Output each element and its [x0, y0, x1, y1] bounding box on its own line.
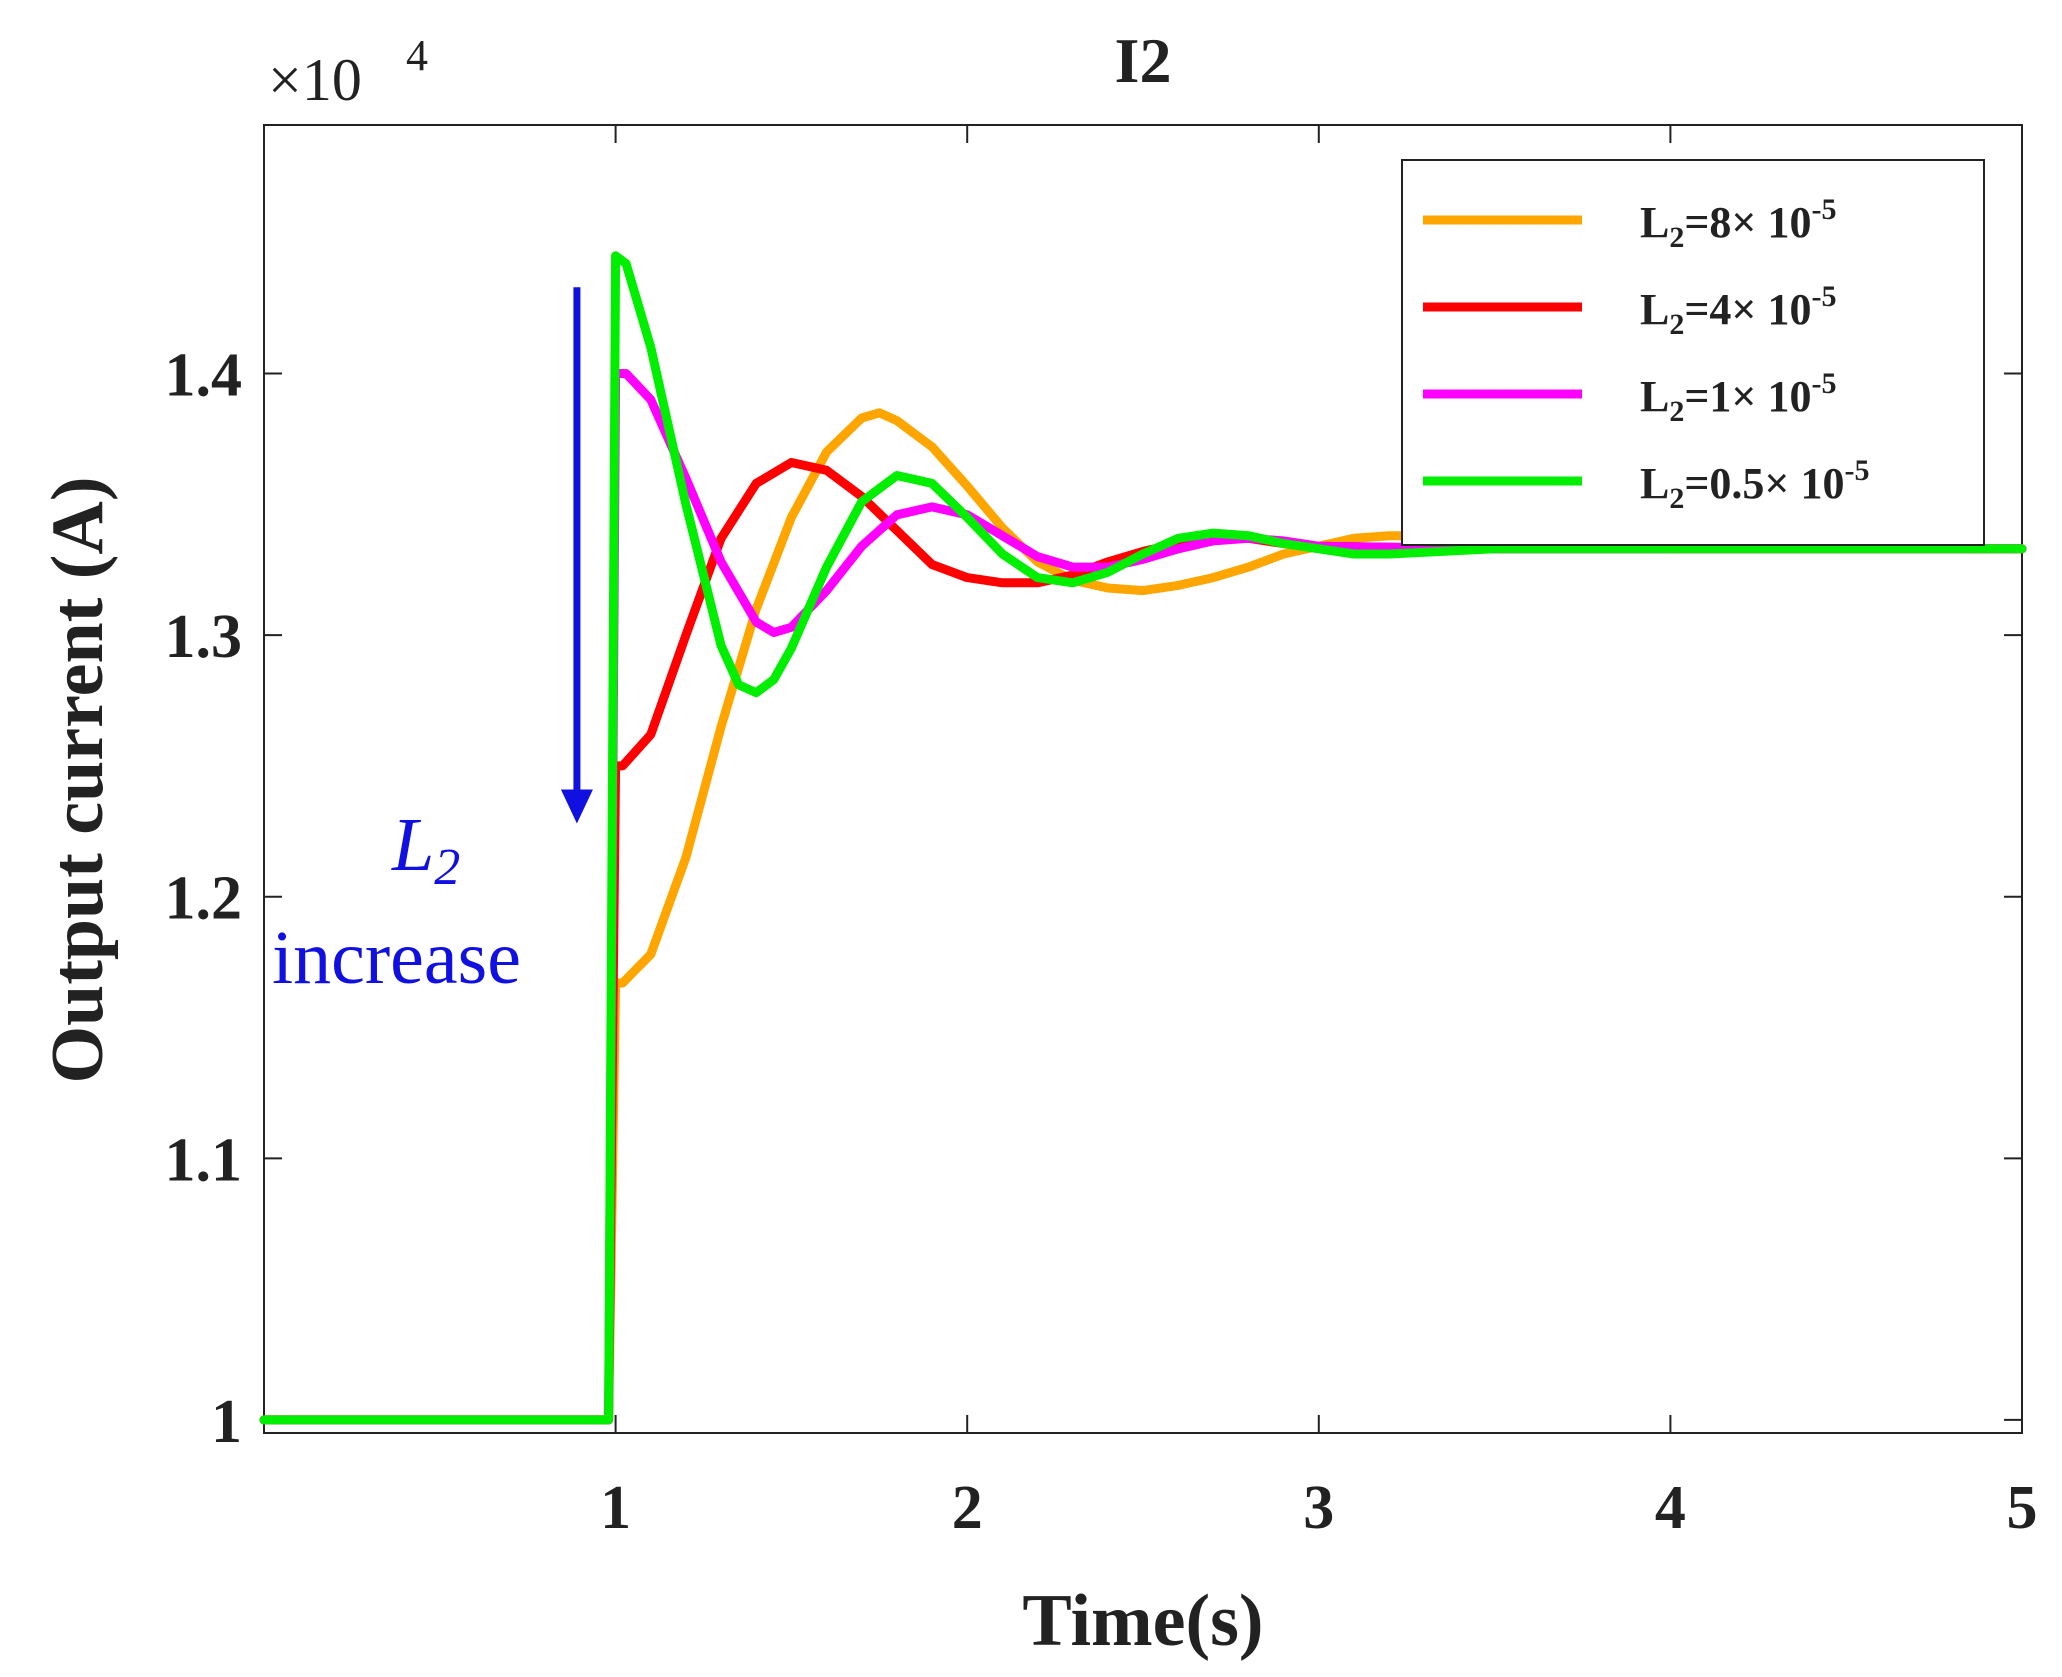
legend-rest: =8× 10: [1684, 198, 1811, 247]
annotation-main: L: [391, 803, 434, 887]
annotation-arrowhead: [560, 789, 593, 824]
legend-sub: 2: [1669, 395, 1684, 428]
annotation-label: L2: [391, 803, 460, 896]
legend-sub: 2: [1669, 221, 1684, 254]
x-tick-label: 5: [2007, 1474, 2038, 1542]
legend-rest: =1× 10: [1684, 372, 1811, 421]
annotation-sub: 2: [434, 839, 460, 896]
annotation-layer: L2 increase: [272, 287, 593, 1000]
y-exponent-base: ×10: [268, 47, 362, 113]
x-tick-label: 1: [600, 1474, 631, 1542]
legend-sup: -5: [1812, 193, 1837, 226]
y-tick-label: 1.3: [165, 603, 243, 671]
annotation-second-line: increase: [272, 916, 521, 1000]
legend-main: L: [1640, 372, 1669, 421]
legend-label-2: L2=1× 10-5: [1640, 367, 1837, 428]
y-tick-label: 1.4: [165, 342, 243, 410]
legend-sub: 2: [1669, 308, 1684, 341]
axis-ticks: 1 2 3 4 5 1 1.1 1.2 1.3 1.4: [165, 125, 2038, 1542]
legend-rest: =0.5× 10: [1684, 459, 1844, 508]
legend-label-3: L2=0.5× 10-5: [1640, 454, 1870, 515]
x-tick-label: 4: [1655, 1474, 1686, 1542]
legend-main: L: [1640, 285, 1669, 334]
legend-label-0: L2=8× 10-5: [1640, 193, 1837, 254]
legend-sup: -5: [1812, 280, 1837, 313]
legend-sup: -5: [1845, 454, 1870, 487]
legend-main: L: [1640, 198, 1669, 247]
series-line-3: [259, 251, 2027, 1425]
x-tick-label: 2: [952, 1474, 983, 1542]
x-tick-label: 3: [1303, 1474, 1334, 1542]
legend-rest: =4× 10: [1684, 285, 1811, 334]
y-exponent-power: 4: [406, 31, 428, 80]
y-tick-label: 1.1: [165, 1126, 243, 1194]
legend: L2=8× 10-5L2=4× 10-5L2=1× 10-5L2=0.5× 10…: [1401, 159, 1985, 546]
y-tick-label: 1.2: [165, 865, 243, 933]
y-exponent: ×10 4: [268, 31, 428, 113]
legend-label-1: L2=4× 10-5: [1640, 280, 1837, 341]
y-tick-label: 1: [211, 1388, 242, 1456]
legend-main: L: [1640, 459, 1669, 508]
y-axis-title: Output current (A): [37, 476, 119, 1083]
series-layer: [259, 251, 2027, 1425]
legend-sup: -5: [1812, 367, 1837, 400]
legend-sub: 2: [1669, 482, 1684, 515]
x-axis-title: Time(s): [1022, 1580, 1263, 1662]
chart-title: I2: [1115, 25, 1172, 96]
